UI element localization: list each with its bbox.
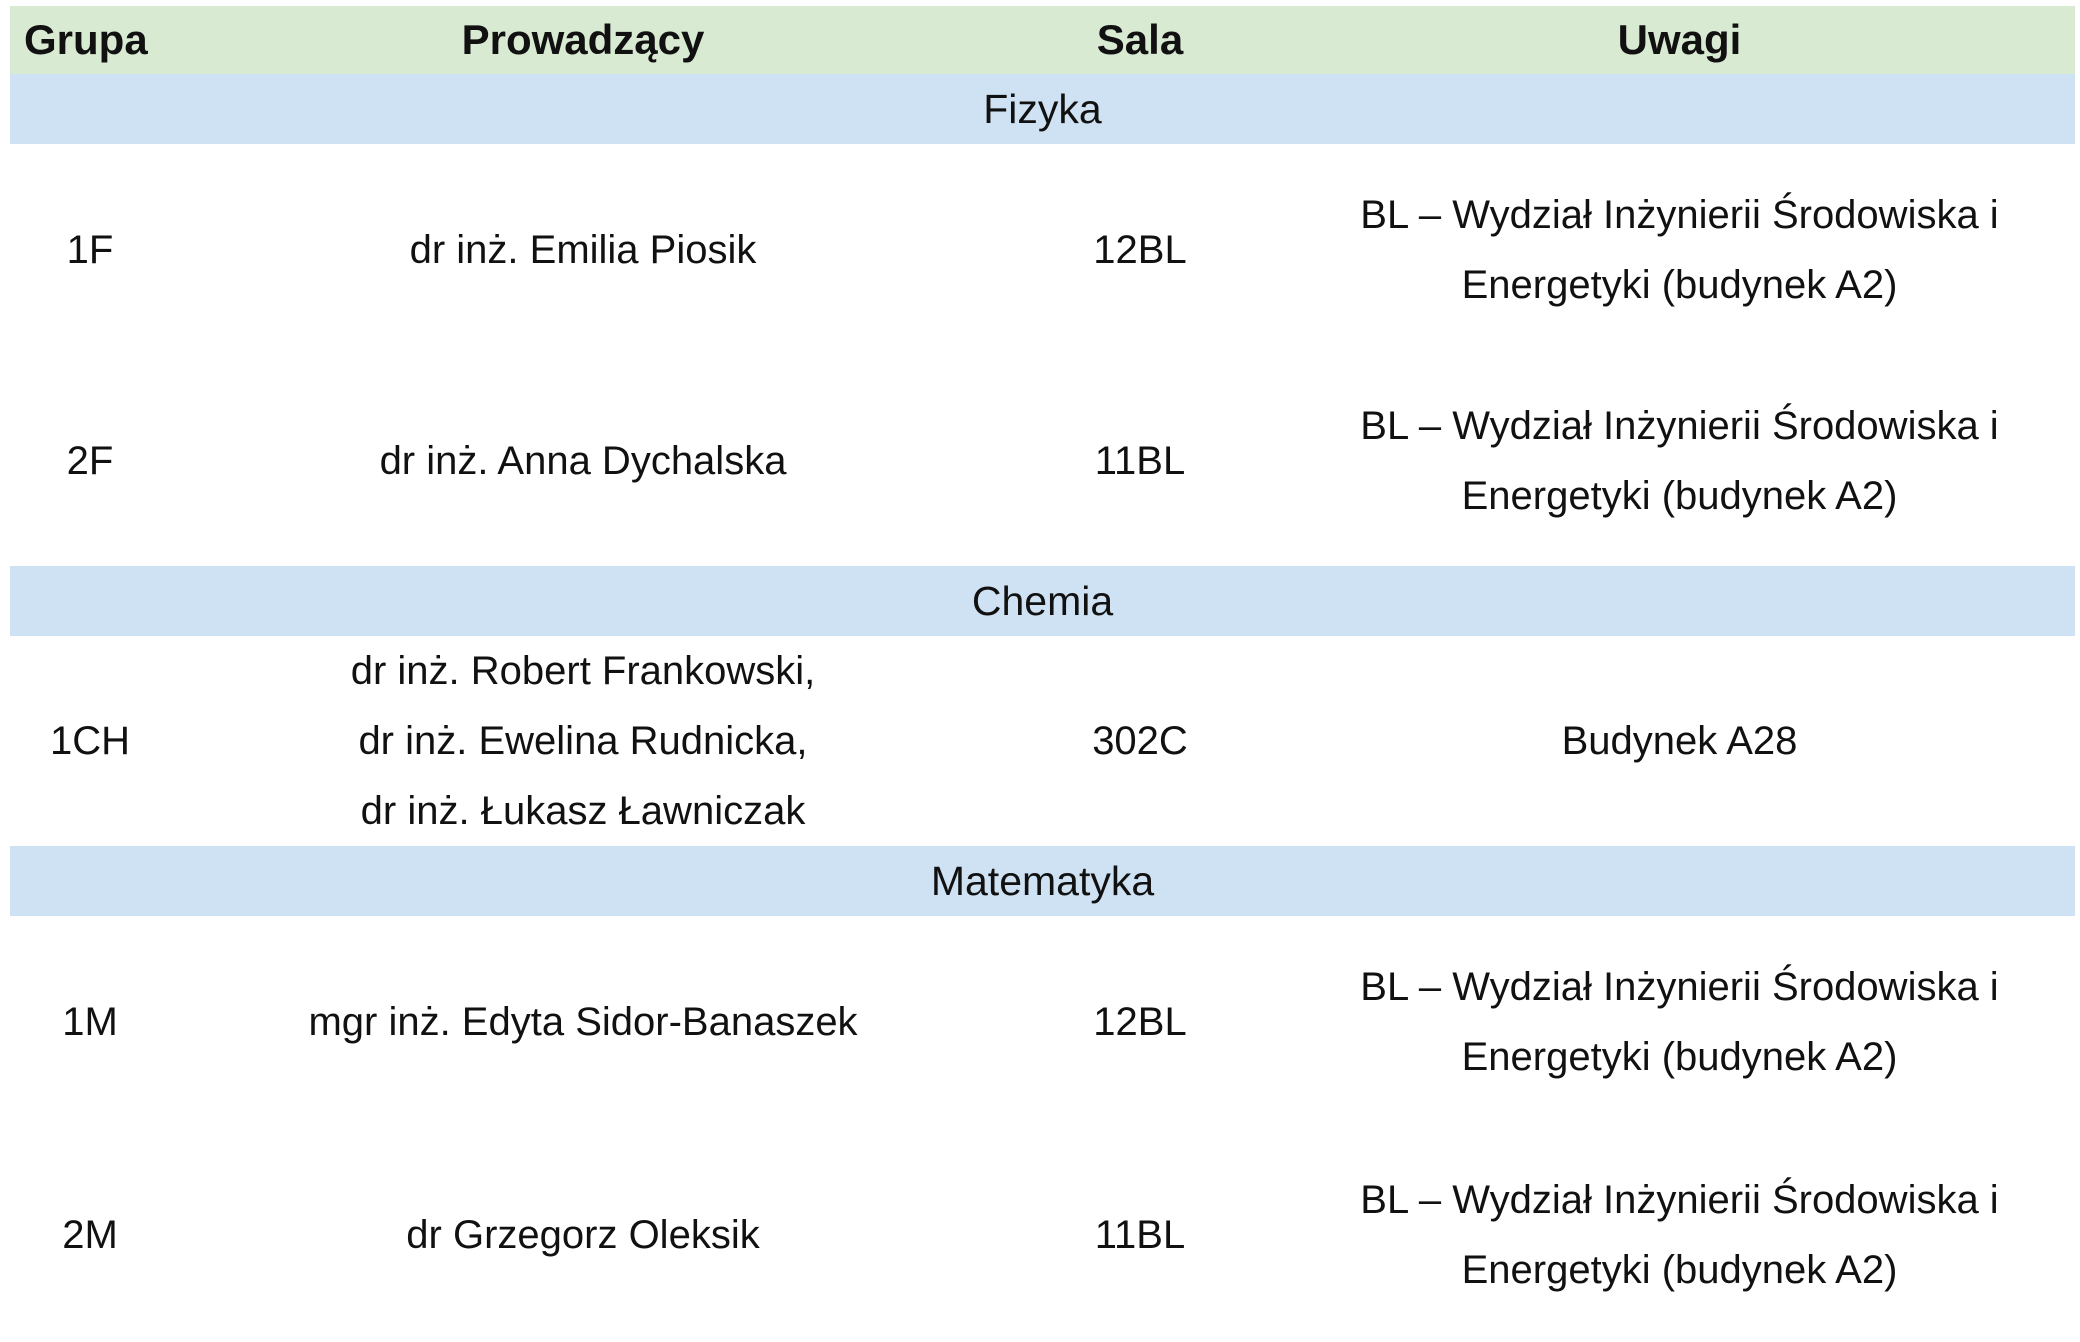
notes-line: Energetyki (budynek A2) [1461,263,1898,307]
table-row: 1CH dr inż. Robert Frankowski, dr inż. Ew… [10,636,2075,846]
table-row: 1F dr inż. Emilia Piosik 12BL BL – Wydzi… [10,144,2075,356]
group-cell: 1CH [49,719,131,763]
room-cell: 12BL [1093,999,1187,1044]
teacher-name: dr inż. Emilia Piosik [409,228,757,272]
group-cell: 2F [66,439,114,483]
group-cell: 1M [62,999,118,1044]
notes-cell: BL – Wydział Inżynierii Środowiska i Ener… [1284,391,2075,531]
teacher-name: dr inż. Ewelina Rudnicka, [358,719,808,763]
header-notes: Uwagi [1617,16,1742,63]
schedule-table: Grupa Prowadzący Sala Uwagi Fizyka 1F dr… [10,6,2075,1342]
header-teacher: Prowadzący [461,16,705,63]
table-row: 1M mgr inż. Edyta Sidor-Banaszek 12BL BL… [10,916,2075,1127]
section-header: Matematyka [10,846,2075,916]
notes-cell: BL – Wydział Inżynierii Środowiska i Ener… [1284,1165,2075,1305]
table-header: Grupa Prowadzący Sala Uwagi [10,6,2075,74]
notes-cell: BL – Wydział Inżynierii Środowiska i Ener… [1284,180,2075,320]
header-room: Sala [1096,16,1184,63]
notes-line: BL – Wydział Inżynierii Środowiska i [1360,404,1999,448]
header-group: Grupa [24,16,148,63]
teacher-name: dr inż. Robert Frankowski, [350,649,816,693]
teacher-cell: mgr inż. Edyta Sidor-Banaszek [170,987,996,1057]
teacher-cell: dr inż. Robert Frankowski, dr inż. Ewelin… [170,636,996,846]
room-cell: 12BL [1093,228,1187,272]
group-cell: 1F [66,228,114,272]
notes-line: Energetyki (budynek A2) [1461,1034,1898,1079]
teacher-cell: dr inż. Anna Dychalska [170,426,996,496]
teacher-cell: dr Grzegorz Oleksik [170,1200,996,1270]
teacher-name: dr inż. Łukasz Ławniczak [360,789,806,833]
section-header: Chemia [10,566,2075,636]
room-cell: 302C [1092,719,1188,763]
notes-line: BL – Wydział Inżynierii Środowiska i [1360,1177,1999,1222]
teacher-name: mgr inż. Edyta Sidor-Banaszek [308,999,858,1044]
table-row: 2F dr inż. Anna Dychalska 11BL BL – Wydz… [10,356,2075,566]
notes-line: Energetyki (budynek A2) [1461,474,1898,518]
teacher-cell: dr inż. Emilia Piosik [170,215,996,285]
teacher-name: dr inż. Anna Dychalska [379,439,787,483]
notes-cell: Budynek A28 [1284,706,2075,776]
table-row: 2M dr Grzegorz Oleksik 11BL BL – Wydział… [10,1127,2075,1342]
notes-cell: BL – Wydział Inżynierii Środowiska i Ener… [1284,952,2075,1092]
notes-line: BL – Wydział Inżynierii Środowiska i [1360,193,1999,237]
section-header: Fizyka [10,74,2075,144]
notes-line: BL – Wydział Inżynierii Środowiska i [1360,964,1999,1009]
room-cell: 11BL [1094,439,1186,483]
notes-line: Energetyki (budynek A2) [1461,1247,1898,1292]
room-cell: 11BL [1094,1212,1186,1257]
teacher-name: dr Grzegorz Oleksik [406,1212,760,1257]
notes-line: Budynek A28 [1561,719,1798,763]
group-cell: 2M [62,1212,118,1257]
